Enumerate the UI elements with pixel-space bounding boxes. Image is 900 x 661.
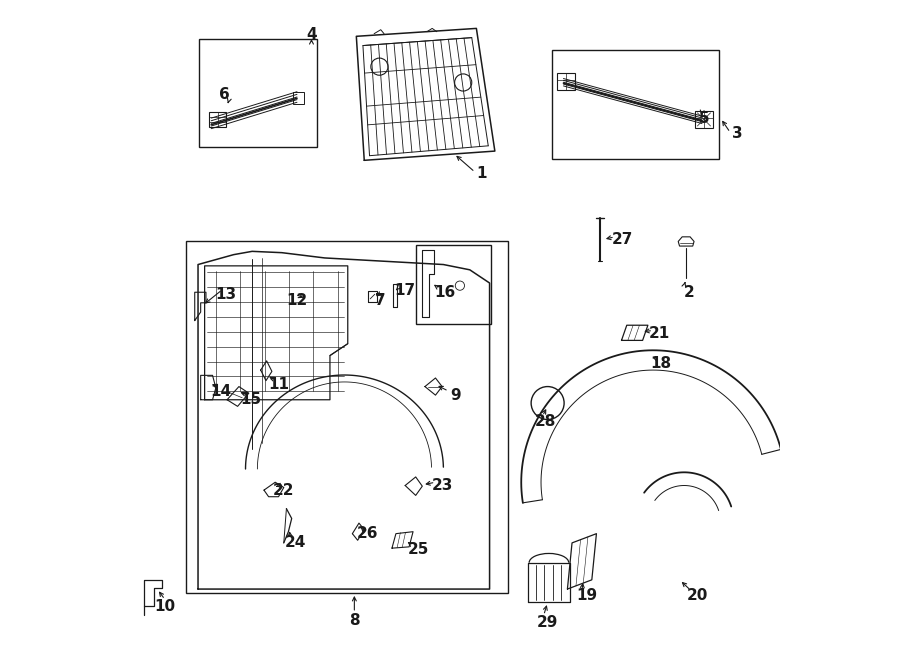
Text: 16: 16 xyxy=(435,285,456,299)
FancyBboxPatch shape xyxy=(209,112,227,128)
Text: 29: 29 xyxy=(537,615,558,629)
Text: 13: 13 xyxy=(215,287,237,301)
Text: 12: 12 xyxy=(286,293,308,308)
Text: 2: 2 xyxy=(683,285,694,299)
Text: 11: 11 xyxy=(268,377,289,392)
Bar xyxy=(416,245,490,324)
Text: 22: 22 xyxy=(273,483,294,498)
Bar xyxy=(553,50,719,159)
Text: 28: 28 xyxy=(535,414,556,429)
FancyBboxPatch shape xyxy=(293,92,303,104)
Text: 9: 9 xyxy=(450,387,461,403)
Text: 24: 24 xyxy=(284,535,306,551)
Text: 19: 19 xyxy=(577,588,598,603)
Bar xyxy=(186,241,508,593)
Text: 15: 15 xyxy=(240,392,261,407)
Text: 20: 20 xyxy=(687,588,708,603)
Text: 3: 3 xyxy=(732,126,742,141)
Text: 7: 7 xyxy=(375,293,386,308)
Text: 18: 18 xyxy=(651,356,671,371)
Text: 26: 26 xyxy=(356,526,378,541)
Text: 14: 14 xyxy=(210,383,231,399)
FancyBboxPatch shape xyxy=(557,73,575,90)
FancyBboxPatch shape xyxy=(695,111,713,128)
Text: 5: 5 xyxy=(698,110,709,126)
Text: 1: 1 xyxy=(476,166,487,181)
Text: 4: 4 xyxy=(306,28,317,42)
Text: 17: 17 xyxy=(394,284,416,298)
Text: 10: 10 xyxy=(155,599,176,613)
Text: 23: 23 xyxy=(431,478,453,493)
Text: 25: 25 xyxy=(408,542,429,557)
Polygon shape xyxy=(679,237,694,246)
Bar xyxy=(199,39,317,147)
Text: 27: 27 xyxy=(612,232,634,247)
Text: 6: 6 xyxy=(219,87,230,102)
Text: 21: 21 xyxy=(649,327,670,341)
Text: 8: 8 xyxy=(349,613,360,628)
